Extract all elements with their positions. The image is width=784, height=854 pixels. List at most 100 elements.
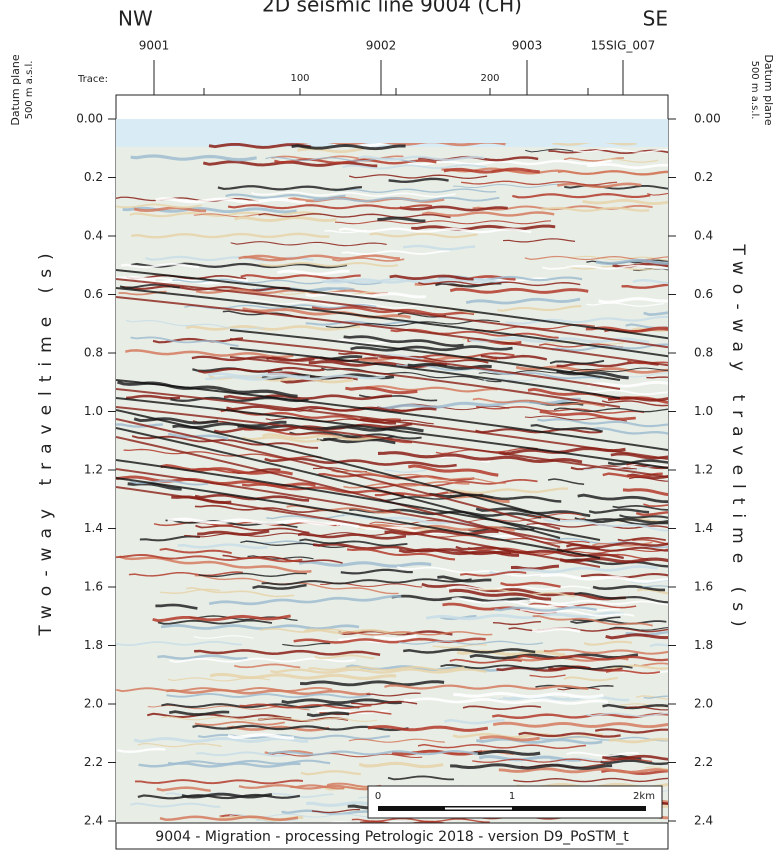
reflector — [417, 743, 587, 750]
reflector — [536, 736, 668, 742]
reflector — [630, 580, 668, 584]
reflector — [116, 423, 163, 428]
reflector — [421, 582, 626, 601]
reflector — [181, 792, 273, 799]
reflector — [325, 319, 500, 329]
reflector — [157, 654, 248, 660]
reflector — [225, 193, 346, 200]
reflector — [498, 767, 668, 774]
reflector — [472, 397, 605, 408]
reflector — [444, 718, 505, 725]
reflector — [535, 684, 614, 690]
reflector — [543, 648, 668, 655]
y-tick-label: 2.0 — [694, 697, 713, 711]
reflector — [617, 537, 666, 542]
reflector — [502, 238, 576, 243]
reflector — [496, 666, 623, 672]
reflector — [262, 433, 383, 441]
reflector — [348, 738, 445, 743]
reflector — [127, 482, 182, 491]
reflector — [502, 695, 630, 702]
reflector — [475, 737, 603, 745]
reflector — [242, 483, 405, 497]
reflector — [574, 592, 668, 604]
reflector — [267, 750, 479, 756]
reflector — [195, 524, 310, 534]
reflector — [277, 269, 350, 276]
reflector — [116, 640, 243, 647]
reflector — [312, 542, 512, 556]
reflector — [645, 766, 668, 770]
strong-reflector — [229, 356, 621, 408]
reflector — [559, 556, 668, 564]
reflector — [389, 274, 474, 281]
reflector — [633, 662, 668, 667]
reflector — [612, 505, 668, 511]
reflector — [586, 712, 668, 717]
y-tick-label: 0.2 — [694, 170, 713, 184]
reflector — [553, 407, 668, 413]
reflector — [281, 698, 402, 705]
reflector — [340, 568, 413, 575]
reflector — [298, 560, 432, 568]
reflector — [258, 213, 451, 219]
reflector — [566, 542, 668, 549]
reflector — [532, 615, 653, 627]
y-tick-label: 1.6 — [694, 580, 713, 594]
reflector — [643, 503, 668, 508]
reflector — [227, 204, 433, 210]
reflector — [325, 278, 488, 284]
strong-reflector — [116, 397, 668, 469]
reflector — [193, 213, 260, 218]
reflector — [384, 684, 589, 691]
reflector — [130, 336, 239, 347]
reflector — [483, 372, 668, 382]
reflector — [155, 197, 306, 204]
title: 2D seismic line 9004 (CH) — [262, 0, 522, 17]
reflector — [531, 627, 581, 633]
reflector — [391, 594, 530, 603]
strong-reflector — [229, 329, 621, 381]
y-tick-label: 1.0 — [84, 404, 103, 418]
strong-reflector — [116, 468, 601, 550]
reflector — [332, 257, 405, 262]
reflector — [240, 540, 349, 549]
reflector — [341, 249, 450, 256]
reflector — [494, 606, 597, 612]
reflector — [366, 692, 421, 697]
reflector — [264, 457, 457, 468]
reflector — [133, 736, 309, 743]
reflector — [208, 142, 312, 149]
reflector — [577, 493, 668, 504]
y-tick-label: 1.6 — [84, 580, 103, 594]
reflector — [421, 211, 555, 217]
reflector — [243, 254, 401, 260]
reflector — [622, 488, 668, 497]
reflector — [527, 512, 582, 518]
strong-reflector — [116, 418, 561, 530]
reflector — [475, 405, 645, 414]
reflector — [208, 594, 402, 606]
reflector — [468, 336, 650, 344]
reflector — [234, 663, 301, 669]
reflector — [587, 380, 668, 388]
scale-bar — [367, 785, 663, 819]
reflector — [242, 436, 321, 443]
reflector — [629, 259, 668, 264]
seismic-texture — [116, 119, 668, 823]
reflector — [407, 159, 612, 166]
reflector — [453, 691, 604, 699]
reflector — [137, 742, 222, 748]
reflector — [156, 786, 211, 792]
reflector — [555, 148, 668, 153]
reflector — [131, 232, 330, 239]
reflector — [632, 538, 668, 546]
reflector — [122, 206, 297, 214]
reflector — [226, 725, 330, 732]
reflector — [636, 695, 668, 700]
reflector — [314, 654, 375, 660]
reflector — [166, 692, 371, 699]
y-tick-label: 1.2 — [84, 463, 103, 477]
reflector — [626, 462, 668, 470]
reflector — [479, 735, 540, 742]
